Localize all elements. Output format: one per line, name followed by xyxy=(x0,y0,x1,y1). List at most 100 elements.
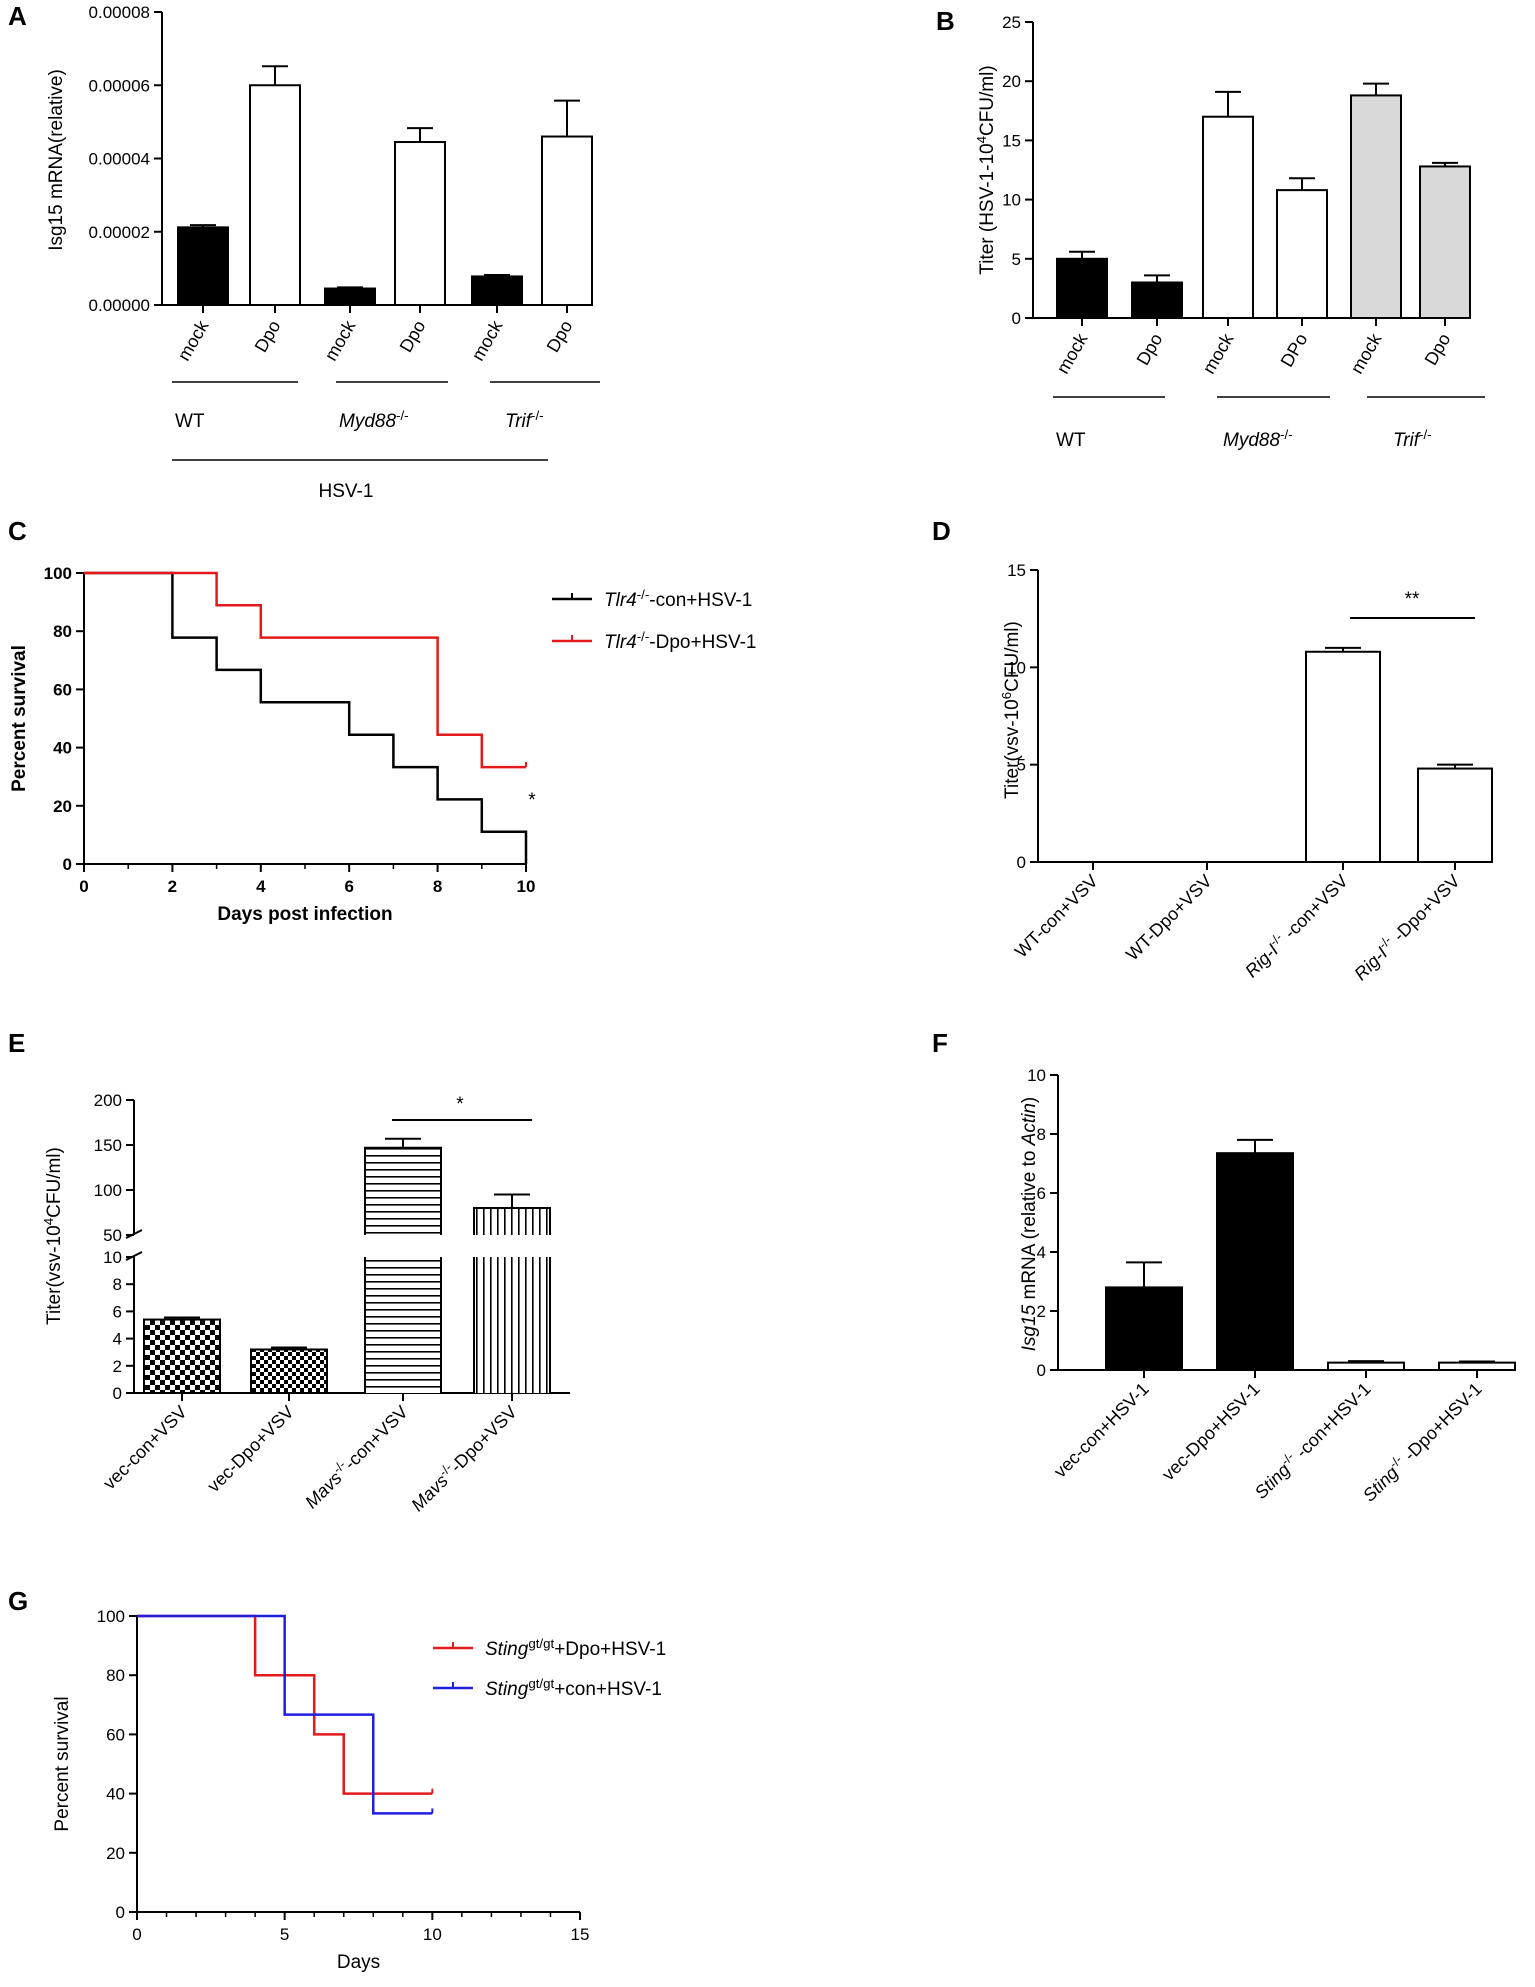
panel-f-bar xyxy=(1216,1152,1294,1372)
panel-b-bar xyxy=(1131,281,1183,320)
panel-b-y-label-part: 4 xyxy=(974,136,989,143)
panel-a-letter: A xyxy=(8,1,27,31)
panel-f-category-label-part: -con+HSV-1 xyxy=(1288,1379,1375,1466)
panel-b-bar xyxy=(1202,115,1254,319)
panel-d-y-tick-label: 15 xyxy=(1007,561,1026,580)
panel-d: D 0 5 10 15 Titer(vsv-106CFU/ml) WT-con+VSV WT-… xyxy=(932,516,1493,984)
panel-g-series-line xyxy=(137,1614,433,1795)
panel-e-bar-upper xyxy=(474,1208,550,1235)
panel-g-y-tick-label: 20 xyxy=(106,1844,125,1863)
panel-e-y-tick-label: 6 xyxy=(113,1302,122,1321)
panel-e-y-label: Titer(vsv-104CFU/ml) xyxy=(41,1147,66,1325)
panel-e-y-tick-label: 8 xyxy=(113,1275,122,1294)
panel-a-bar xyxy=(249,84,301,306)
panel-f-y-label-part: Isg15 xyxy=(1019,1304,1040,1351)
panel-b-category-label: mock xyxy=(1053,329,1092,377)
panel-f-category-label-part: -Dpo+HSV-1 xyxy=(1396,1379,1485,1468)
panel-c-x-tick-label: 10 xyxy=(517,877,536,896)
panel-a-group-label-part: Trif xyxy=(505,411,533,432)
panel-b-bar xyxy=(1276,189,1328,320)
panel-f-category-label: Sting-/- -Dpo+HSV-1 xyxy=(1357,1377,1485,1505)
panel-f-y-tick-label: 4 xyxy=(1037,1243,1046,1262)
panel-b-group-label-part: -/- xyxy=(1419,427,1432,442)
panel-g-legend-label-part: +Dpo+HSV-1 xyxy=(554,1639,666,1660)
panel-c-letter: C xyxy=(8,516,27,546)
panel-f-bar xyxy=(1105,1286,1183,1372)
panel-g-y-tick-label: 0 xyxy=(116,1903,125,1922)
panel-g-legend-label-part: gt/gt xyxy=(528,1636,554,1651)
panel-e: E024681050100150200Titer(vsv-104CFU/ml)v… xyxy=(8,1028,570,1515)
panel-d-letter: D xyxy=(932,516,951,546)
panel-g-letter: G xyxy=(8,1586,28,1616)
panel-a-group-label-part: WT xyxy=(175,411,205,432)
panel-g-legend-label-part: +con+HSV-1 xyxy=(554,1679,662,1700)
panel-d-category-label: WT-con+VSV xyxy=(1011,871,1102,962)
panel-c-legend-label-part: -/- xyxy=(637,587,650,602)
panel-b-y-label: Titer (HSV-1-104CFU/ml) xyxy=(974,65,999,274)
panel-b-y-label-part: CFU/ml) xyxy=(977,65,998,136)
panel-g-series-line xyxy=(137,1614,433,1815)
panel-a-category-label: mock xyxy=(321,316,360,364)
panel-b-group-label: WT xyxy=(1056,430,1086,451)
panel-a-category-label: mock xyxy=(468,316,507,364)
panel-e-y-tick-label: 100 xyxy=(94,1181,122,1200)
panel-e-bar-lower xyxy=(365,1257,441,1393)
panel-f-y-label-part: ) xyxy=(1019,1097,1040,1103)
panel-d-bar xyxy=(1305,650,1381,864)
panel-e-category-label-part: vec-Dpo+VSV xyxy=(203,1402,297,1496)
panel-d-category-label-part: -Dpo+VSV xyxy=(1386,871,1464,949)
panel-e-y-label-part: 4 xyxy=(41,1218,56,1225)
panel-e-y-tick-label: 0 xyxy=(113,1384,122,1403)
panel-g-legend-label-part: Sting xyxy=(485,1639,529,1660)
panel-e-bar-upper xyxy=(365,1147,441,1235)
panel-a-bar xyxy=(471,275,523,306)
panel-c-series-line xyxy=(84,571,528,864)
panel-a-bar xyxy=(541,135,593,306)
panel-b-y-tick-label: 10 xyxy=(1002,191,1021,210)
panel-a-category-label: Dpo xyxy=(251,317,285,356)
panel-g-y-tick-label: 100 xyxy=(97,1607,125,1626)
panel-c-series-line xyxy=(84,571,526,769)
panel-d-category-label: Rig-I-/- -Dpo+VSV xyxy=(1349,869,1464,984)
panel-c: 0 20 40 60 80 100 0 2 4 6 8 10 Days post infection Pe… xyxy=(9,564,757,925)
panel-b-category-label: Dpo xyxy=(1133,330,1167,369)
panel-e-bar-lower xyxy=(474,1257,550,1393)
panel-c-legend-label: Tlr4-/--con+HSV-1 xyxy=(604,587,752,612)
panel-e-category-label: Mavs-/--Dpo+VSV xyxy=(406,1400,521,1515)
panel-b-bar xyxy=(1056,257,1108,319)
panel-b-y-label-part: Titer (HSV-1-10 xyxy=(977,143,998,274)
panel-c-x-tick-label: 6 xyxy=(344,877,353,896)
panel-a-bar xyxy=(177,226,229,306)
panel-f-y-tick-label: 10 xyxy=(1027,1066,1046,1085)
panel-c-legend-label-part: Tlr4 xyxy=(604,632,637,653)
panel-b-group-label-part: -/- xyxy=(1280,427,1293,442)
panel-g: 0 20 40 60 80 100 0 5 10 15 Days Percent survival St… xyxy=(52,1607,666,1973)
panel-c-y-tick-label: 20 xyxy=(53,797,72,816)
panel-c-x-tick-label: 2 xyxy=(168,877,177,896)
panel-c-y-tick-label: 100 xyxy=(44,564,72,583)
panel-b-category-label: Dpo xyxy=(1421,330,1455,369)
panel-b-bar xyxy=(1419,165,1471,319)
panel-b-group-label-part: Trif xyxy=(1393,430,1421,451)
panel-b-group-label-part: WT xyxy=(1056,430,1086,451)
panel-g-x-tick-label: 5 xyxy=(280,1925,289,1944)
panel-c-y-tick-label: 60 xyxy=(53,680,72,699)
panel-b-category-label: mock xyxy=(1347,329,1386,377)
panel-g-legend-label-part: gt/gt xyxy=(528,1676,554,1691)
panel-d-category-label: WT-Dpo+VSV xyxy=(1122,871,1216,965)
panel-e-category-label: vec-con+VSV xyxy=(99,1402,191,1494)
panel-d-category-label-part: WT-con+VSV xyxy=(1011,871,1102,962)
panel-e-category-label-part: -Dpo+VSV xyxy=(446,1402,521,1477)
panel-c-x-label: Days post infection xyxy=(217,904,392,925)
panel-g-y-tick-label: 80 xyxy=(106,1666,125,1685)
panel-f-bar xyxy=(1327,1361,1405,1371)
panel-a-bar xyxy=(324,287,376,306)
panel-b-y-tick-label: 5 xyxy=(1012,250,1021,269)
panel-e-y-tick-label: 200 xyxy=(94,1091,122,1110)
panel-e-significance: * xyxy=(456,1094,464,1115)
panel-c-y-tick-label: 0 xyxy=(63,855,72,874)
panel-f-category-label: Sting-/- -con+HSV-1 xyxy=(1249,1377,1375,1503)
panel-b-y-tick-label: 15 xyxy=(1002,131,1021,150)
panel-c-y-tick-label: 40 xyxy=(53,739,72,758)
